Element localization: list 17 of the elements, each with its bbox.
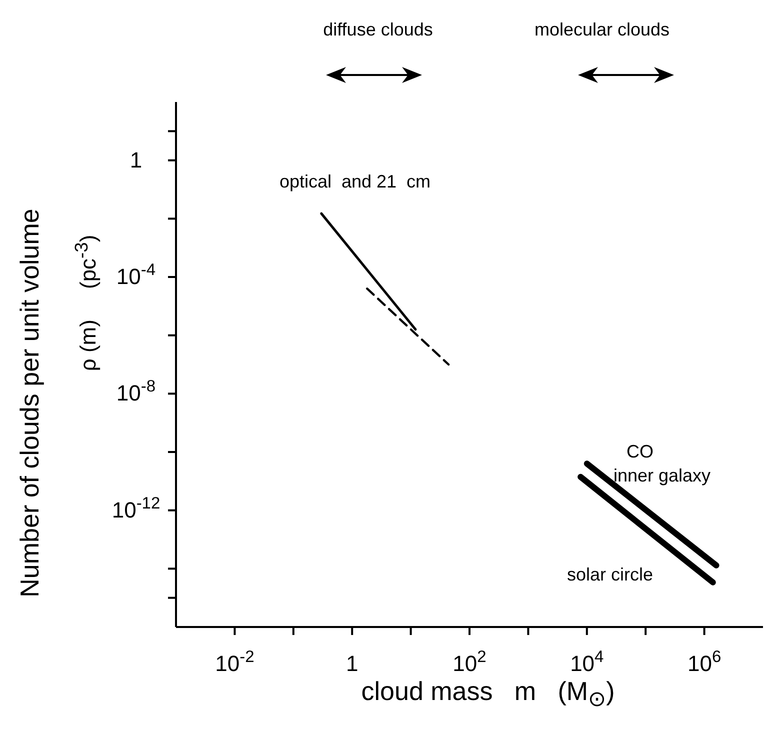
x-tick-label: 10$^{6}$ bbox=[687, 648, 722, 676]
x-tick-label: 10$^{4}$ bbox=[570, 648, 604, 676]
x-tick-label: 10$^{2}$ bbox=[452, 648, 486, 676]
y-tick-label: 1 bbox=[130, 147, 142, 172]
x-tick-label: 1 bbox=[346, 651, 358, 676]
y-axis-title: Number of clouds per unit volume bbox=[14, 208, 46, 598]
y-tick-label: 10$^{-8}$ bbox=[116, 378, 156, 406]
text: diffuse clouds bbox=[323, 20, 433, 40]
y-tick-label: 10$^{-12}$ bbox=[112, 494, 160, 522]
annotation: CO bbox=[626, 442, 654, 462]
text: molecular clouds bbox=[534, 20, 670, 40]
x-tick-label: 10$^{-2}$ bbox=[215, 648, 254, 676]
annotation: optical and 21 cm bbox=[279, 172, 431, 192]
y-tick-label: 10$^{-4}$ bbox=[116, 261, 156, 289]
annotation: solar circle bbox=[566, 564, 654, 586]
x-axis-title: cloud mass m (M$_{⊙}$) bbox=[360, 676, 616, 712]
annotation: inner galaxy bbox=[613, 466, 711, 486]
